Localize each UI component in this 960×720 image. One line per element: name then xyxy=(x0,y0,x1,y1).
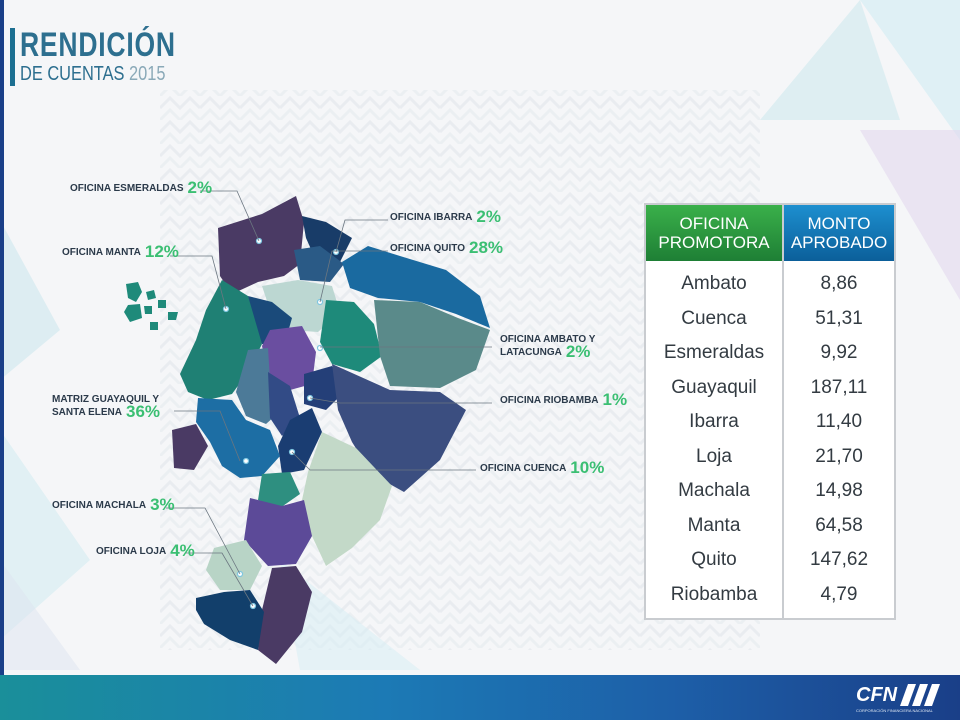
map-label-loja: OFICINA LOJA 4% xyxy=(96,542,195,559)
table-header-row: OFICINA PROMOTORA MONTO APROBADO xyxy=(645,204,895,261)
cell-amount: 64,58 xyxy=(815,514,863,536)
cell-office: Ambato xyxy=(645,261,784,302)
cell-office: Guayaquil xyxy=(645,370,784,405)
map-label-esmeraldas-percent: 2% xyxy=(187,178,213,197)
map-label-esmeraldas-name: OFICINA ESMERALDAS xyxy=(70,183,184,194)
cell-office: Riobamba xyxy=(645,577,784,619)
province-manabi xyxy=(180,280,262,400)
province-canar xyxy=(258,472,300,508)
province-guayas xyxy=(196,398,280,478)
table-row: Ambato 8,86 xyxy=(645,261,895,302)
cfn-logo-stripes-icon xyxy=(900,684,940,706)
cell-amount: 9,92 xyxy=(820,342,858,364)
cell-office: Ibarra xyxy=(645,405,784,440)
province-azuay xyxy=(244,498,312,566)
cell-amount: 51,31 xyxy=(815,307,863,329)
province-napo xyxy=(320,300,382,372)
province-zamora xyxy=(258,566,312,664)
galapagos-islands xyxy=(124,282,178,330)
table-row: Loja 21,70 xyxy=(645,439,895,474)
column-header-amount: MONTO APROBADO xyxy=(783,204,895,261)
footer-bar xyxy=(0,675,960,720)
map-label-riobamba: OFICINA RIOBAMBA 1% xyxy=(500,391,627,408)
cell-office: Loja xyxy=(645,439,784,474)
map-label-quito-name: OFICINA QUITO xyxy=(390,243,465,254)
map-label-ambato-percent: 2% xyxy=(565,342,591,361)
province-sucumbios xyxy=(342,246,490,328)
province-morona-santiago xyxy=(302,432,392,566)
cell-office: Manta xyxy=(645,508,784,543)
map-label-cuenca: OFICINA CUENCA 10% xyxy=(480,459,604,476)
map-label-quito-percent: 28% xyxy=(469,238,504,257)
province-loja xyxy=(196,590,264,650)
province-orellana xyxy=(374,300,490,388)
map-label-ibarra: OFICINA IBARRA 2% xyxy=(390,208,501,225)
map-label-loja-percent: 4% xyxy=(170,541,195,560)
map-label-manta-name: OFICINA MANTA xyxy=(62,247,141,258)
table-row: Guayaquil 187,11 xyxy=(645,370,895,405)
map-label-ibarra-name: OFICINA IBARRA xyxy=(390,212,473,223)
report-subtitle: DE CUENTAS 2015 xyxy=(20,64,166,84)
province-imbabura xyxy=(294,246,344,282)
cell-office: Cuenca xyxy=(645,301,784,336)
leader-lines xyxy=(166,190,492,607)
map-label-manta-percent: 12% xyxy=(144,242,179,261)
table-row: Quito 147,62 xyxy=(645,543,895,578)
map-label-guayaquil: MATRIZ GUAYAQUIL Y SANTA ELENA 36% xyxy=(52,394,176,421)
map-label-ibarra-percent: 2% xyxy=(476,207,501,226)
table-row: Cuenca 51,31 xyxy=(645,301,895,336)
map-label-machala-percent: 3% xyxy=(150,495,175,514)
map-label-machala-name: OFICINA MACHALA xyxy=(52,500,147,511)
map-label-guayaquil-name: MATRIZ GUAYAQUIL Y SANTA ELENA xyxy=(52,394,159,418)
province-chimborazo xyxy=(278,408,322,474)
cell-amount: 11,40 xyxy=(815,411,863,433)
map-label-cuenca-name: OFICINA CUENCA xyxy=(480,463,567,474)
map-label-guayaquil-percent: 36% xyxy=(126,402,161,421)
map-label-ambato-name: OFICINA AMBATO Y LATACUNGA xyxy=(500,334,596,358)
map-label-quito: OFICINA QUITO 28% xyxy=(390,239,503,256)
report-subtitle-text: DE CUENTAS xyxy=(20,63,125,85)
cell-amount: 14,98 xyxy=(815,480,863,502)
cfn-logo-text: CFN xyxy=(856,684,898,706)
table-row: Riobamba 4,79 xyxy=(645,577,895,619)
cell-amount: 187,11 xyxy=(810,376,868,398)
report-title: RENDICIÓN xyxy=(20,26,176,64)
map-label-loja-name: OFICINA LOJA xyxy=(96,546,167,557)
column-header-office: OFICINA PROMOTORA xyxy=(645,204,784,261)
cell-amount: 4,79 xyxy=(820,583,858,605)
report-year: 2015 xyxy=(129,63,166,85)
cell-amount: 147,62 xyxy=(809,549,869,571)
map-label-machala: OFICINA MACHALA 3% xyxy=(52,496,175,513)
map-label-esmeraldas: OFICINA ESMERALDAS 2% xyxy=(70,179,212,196)
cell-office: Quito xyxy=(645,543,784,578)
province-el-oro xyxy=(206,540,262,590)
table-row: Esmeraldas 9,92 xyxy=(645,336,895,371)
title-accent-bar xyxy=(10,28,15,86)
map-label-riobamba-name: OFICINA RIOBAMBA xyxy=(500,395,599,406)
cell-office: Esmeraldas xyxy=(645,336,784,371)
map-label-cuenca-percent: 10% xyxy=(570,458,605,477)
table-row: Manta 64,58 xyxy=(645,508,895,543)
cell-amount: 21,70 xyxy=(815,445,863,467)
map-label-riobamba-percent: 1% xyxy=(602,390,628,409)
province-cotopaxi xyxy=(262,326,316,390)
table-row: Ibarra 11,40 xyxy=(645,405,895,440)
cell-amount: 8,86 xyxy=(820,273,858,295)
cfn-logo: CFN CORPORACIÓN FINANCIERA NACIONAL xyxy=(856,682,946,714)
map-label-manta: OFICINA MANTA 12% xyxy=(62,243,179,260)
map-label-ambato: OFICINA AMBATO Y LATACUNGA 2% xyxy=(500,334,612,361)
cfn-logo-tagline: CORPORACIÓN FINANCIERA NACIONAL xyxy=(856,708,933,713)
table-row: Machala 14,98 xyxy=(645,474,895,509)
province-santa-elena xyxy=(172,424,208,470)
approved-amounts-table: OFICINA PROMOTORA MONTO APROBADO Ambato 8… xyxy=(644,203,896,620)
province-esmeraldas xyxy=(218,196,304,294)
cell-office: Machala xyxy=(645,474,784,509)
